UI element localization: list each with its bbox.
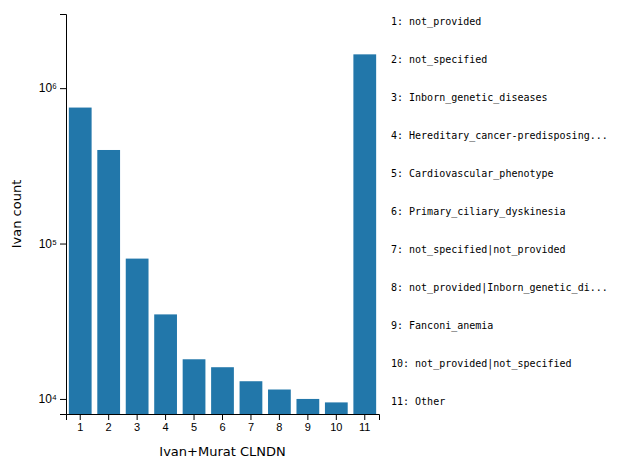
bar	[296, 399, 319, 414]
tick-mark	[364, 414, 365, 420]
y-axis-title: Ivan count	[9, 180, 24, 249]
tick-mark	[60, 244, 66, 245]
tick-mark	[279, 414, 280, 420]
tick-mark	[307, 414, 308, 420]
annotation: 1: not_provided	[391, 16, 481, 28]
bar	[268, 390, 291, 414]
annotation: 7: not_specified|not_provided	[391, 244, 566, 256]
tick-mark	[108, 414, 109, 420]
tick-label: 9	[305, 421, 311, 433]
tick-label: 10⁵	[39, 237, 57, 251]
bar	[211, 367, 234, 414]
annotation: 10: not_provided|not_specified	[391, 358, 572, 370]
annotation: 3: Inborn_genetic_diseases	[391, 92, 548, 104]
bar	[183, 359, 206, 414]
tick-label: 5	[191, 421, 197, 433]
tick: 4	[163, 414, 169, 433]
tick-label: 2	[106, 421, 112, 433]
tick: 11	[359, 414, 370, 433]
tick-label: 10⁴	[38, 392, 57, 406]
tick: 5	[191, 414, 197, 433]
tick: 7	[248, 414, 254, 433]
annotation: 5: Cardiovascular_phenotype	[391, 168, 554, 180]
tick: 3	[134, 414, 140, 433]
annotation: 4: Hereditary_cancer-predisposing...	[391, 130, 608, 142]
tick-mark	[60, 399, 66, 400]
bars	[69, 54, 376, 414]
tick-label: 11	[359, 421, 370, 433]
bar	[240, 381, 263, 414]
tick-mark	[137, 414, 138, 420]
y-axis: 10⁴ 10⁵ 10⁶	[38, 15, 66, 415]
axis-line	[60, 15, 67, 415]
tick-mark	[250, 414, 251, 420]
tick: 10⁶	[39, 81, 66, 95]
plot: 1 2 3 4 5 6 7 8 9 10 11 10⁴ 10⁵ 10⁶	[38, 15, 379, 433]
tick-mark	[165, 414, 166, 420]
bar	[97, 150, 120, 414]
tick: 9	[305, 414, 311, 433]
tick-label: 10⁶	[39, 81, 57, 95]
bar	[154, 314, 177, 414]
tick-label: 7	[248, 421, 254, 433]
tick: 2	[106, 414, 112, 433]
x-axis-title: Ivan+Murat CLNDN	[159, 444, 285, 459]
tick-mark	[194, 414, 195, 420]
tick-mark	[336, 414, 337, 420]
tick-mark	[80, 414, 81, 420]
annotation: 9: Fanconi_anemia	[391, 320, 493, 332]
tick: 8	[276, 414, 282, 433]
tick: 6	[219, 414, 225, 433]
tick-label: 10	[330, 421, 342, 433]
tick-label: 8	[276, 421, 282, 433]
axis-line	[67, 415, 380, 421]
bar	[353, 54, 376, 414]
bar	[69, 108, 92, 414]
chart: 1 2 3 4 5 6 7 8 9 10 11 10⁴ 10⁵ 10⁶ Ivan+Murat CLNDN Iv…	[0, 0, 619, 470]
annotation: 8: not_provided|Inborn_genetic_di...	[391, 282, 608, 294]
tick-label: 6	[219, 421, 225, 433]
tick-mark	[60, 88, 66, 89]
tick-label: 4	[163, 421, 169, 433]
x-axis: 1 2 3 4 5 6 7 8 9 10 11	[67, 414, 380, 433]
annotation: 2: not_specified	[391, 54, 487, 66]
tick: 10⁴	[38, 392, 66, 406]
tick: 10⁵	[39, 237, 66, 251]
tick: 10	[330, 414, 342, 433]
annotation: 6: Primary_ciliary_dyskinesia	[391, 206, 566, 218]
bar	[126, 259, 149, 414]
tick: 1	[77, 414, 83, 433]
bar	[325, 402, 348, 414]
tick-mark	[222, 414, 223, 420]
tick-label: 3	[134, 421, 140, 433]
annotations: 1: not_provided 2: not_specified 3: Inborn…	[391, 16, 608, 407]
tick-label: 1	[77, 421, 83, 433]
annotation: 11: Other	[391, 396, 445, 407]
